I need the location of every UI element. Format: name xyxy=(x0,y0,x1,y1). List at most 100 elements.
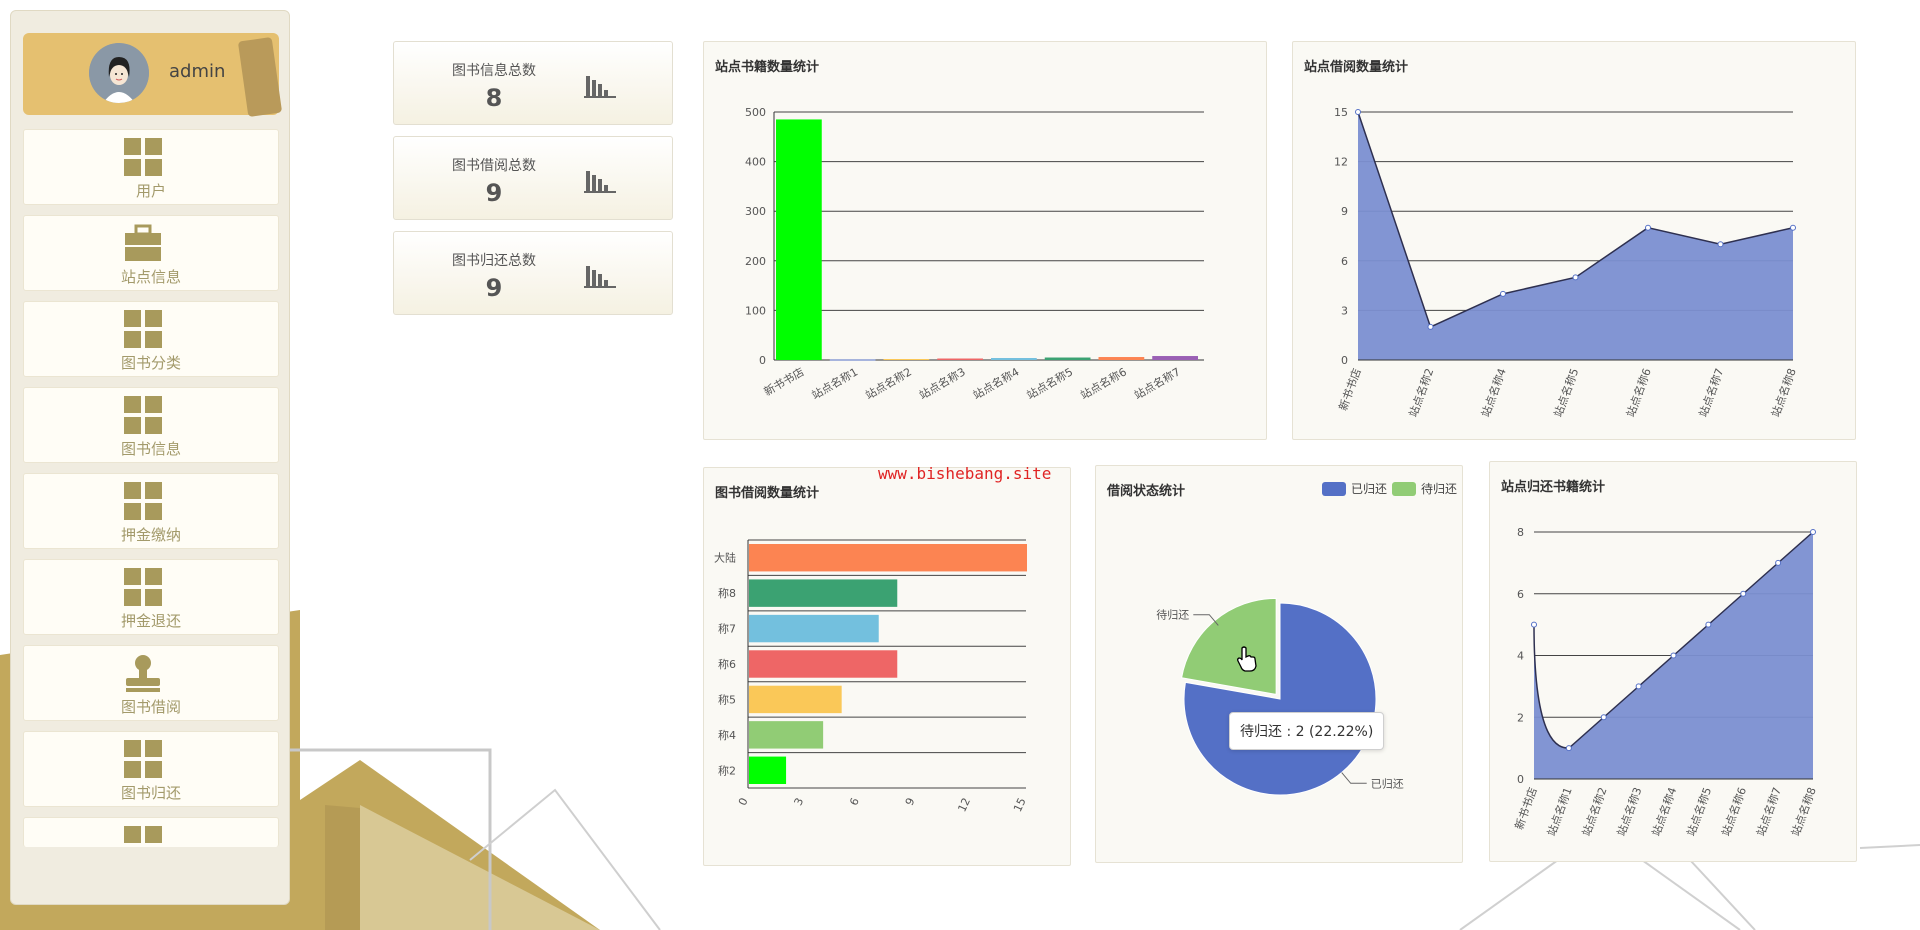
bar xyxy=(829,359,876,361)
x-tick-label: 站点名称2 xyxy=(1406,366,1437,419)
chart-site-borrow: 0 3 6 9 12 15 新书书店 站点名称2 站点名称4 站点名称5 站点名称6 站点名称7 站点名… xyxy=(1334,106,1799,419)
y-tick-label: 0 xyxy=(1341,354,1348,367)
data-point xyxy=(1427,323,1434,330)
stat-title: 图书归还总数 xyxy=(452,253,536,269)
stat-title: 图书信息总数 xyxy=(452,63,536,79)
y-tick-label: 大陆 xyxy=(714,551,736,565)
sidebar-item-deposit-refund[interactable]: 押金退还 xyxy=(23,559,279,635)
sidebar-item-book-return[interactable]: 图书归还 xyxy=(23,731,279,807)
chart-title: 图书借阅数量统计 xyxy=(715,486,820,501)
stat-card-borrow-total: 图书借阅总数 9 xyxy=(393,136,673,220)
y-tick-label: 称7 xyxy=(718,622,736,636)
bar xyxy=(1044,357,1091,360)
x-tick-label: 站点名称7 xyxy=(1131,364,1182,402)
stat-value: 9 xyxy=(485,274,503,302)
bar-chart-icon xyxy=(584,266,616,288)
bar-chart-icon xyxy=(584,76,616,98)
bar-chart-icon xyxy=(584,171,616,193)
chart-panel-site-books: 站点书籍数量统计 0 100 200 300 400 500 新书书店 站点名称1 站点名称2 站… xyxy=(703,41,1267,440)
bar xyxy=(749,685,842,714)
avatar xyxy=(89,43,149,103)
pie-label: 已归还 xyxy=(1371,776,1404,790)
data-point xyxy=(1705,621,1712,628)
bar xyxy=(1098,357,1145,360)
x-tick-label: 站点名称7 xyxy=(1696,366,1727,419)
bar xyxy=(749,721,824,749)
x-tick-label: 站点名称7 xyxy=(1753,785,1784,838)
stat-title: 图书借阅总数 xyxy=(452,158,536,174)
x-tick-label: 站点名称2 xyxy=(863,364,914,402)
sidebar: admin 用户 站点信息 图书分类 图书信息 xyxy=(10,10,290,905)
chart-title: 站点归还书籍统计 xyxy=(1501,480,1606,495)
grid-icon xyxy=(124,396,162,434)
area-fill xyxy=(1358,112,1793,360)
grid-icon xyxy=(124,740,162,778)
x-tick-label: 站点名称8 xyxy=(1788,785,1819,838)
pie-slice xyxy=(1181,597,1277,695)
sidebar-item-label: 押金退还 xyxy=(120,612,181,630)
x-tick-label: 12 xyxy=(955,796,973,814)
sidebar-item-label: 押金缴纳 xyxy=(120,526,181,544)
user-profile[interactable]: admin xyxy=(23,33,283,117)
y-tick-label: 300 xyxy=(745,205,766,218)
y-tick-label: 12 xyxy=(1334,156,1348,169)
sidebar-item-deposit-pay[interactable]: 押金缴纳 xyxy=(23,473,279,549)
sidebar-item-users[interactable]: 用户 xyxy=(23,129,279,205)
x-tick-label: 站点名称3 xyxy=(916,364,967,402)
pie-label: 待归还 xyxy=(1156,608,1189,622)
legend-item-pending[interactable]: 待归还 xyxy=(1392,480,1457,497)
sidebar-item-label: 图书借阅 xyxy=(120,698,181,716)
bar xyxy=(883,359,930,361)
legend-label: 已归还 xyxy=(1351,482,1388,496)
legend-item-returned[interactable]: 已归还 xyxy=(1322,480,1387,497)
bar xyxy=(749,614,879,643)
sidebar-item-label: 图书归还 xyxy=(120,784,181,802)
x-tick-label: 6 xyxy=(847,796,862,808)
chart-title: 站点书籍数量统计 xyxy=(715,60,820,75)
y-tick-label: 400 xyxy=(745,156,766,169)
hand-cursor-icon xyxy=(1237,646,1257,672)
chart-panel-borrow-status: 借阅状态统计 已归还 待归还 已归还 待归还 待归还 : 2 (22.22%) xyxy=(1095,465,1463,863)
sidebar-item-site-info[interactable]: 站点信息 xyxy=(23,215,279,291)
data-point xyxy=(1572,274,1579,281)
y-tick-label: 15 xyxy=(1334,106,1348,119)
legend-label: 待归还 xyxy=(1421,482,1458,496)
x-tick-label: 站点名称3 xyxy=(1614,785,1645,838)
bar xyxy=(776,119,822,360)
y-tick-label: 6 xyxy=(1517,588,1524,601)
data-point xyxy=(1645,224,1651,231)
sidebar-item-book-info[interactable]: 图书信息 xyxy=(23,387,279,463)
pie-label-line xyxy=(1193,614,1219,626)
bar xyxy=(749,650,898,678)
data-point xyxy=(1775,559,1782,566)
series-line xyxy=(1533,531,1814,749)
data-point xyxy=(1600,714,1607,721)
data-point xyxy=(1355,109,1361,115)
data-point xyxy=(1790,224,1796,231)
y-tick-label: 2 xyxy=(1517,711,1524,724)
sidebar-item-more[interactable] xyxy=(23,817,279,847)
sidebar-item-label: 图书分类 xyxy=(120,354,181,372)
x-tick-label: 站点名称1 xyxy=(1544,785,1575,838)
chart-panel-site-return: 站点归还书籍统计 0 2 4 6 8 新书书店 站点名称1 站点名称2 站点名称3 站点名称4 站点… xyxy=(1489,461,1857,862)
chart-borrow-status: 已归还 待归还 xyxy=(1156,597,1404,796)
y-tick-label: 8 xyxy=(1517,526,1524,539)
data-point xyxy=(1670,652,1677,659)
x-tick-label: 站点名称5 xyxy=(1551,366,1582,419)
x-tick-label: 站点名称8 xyxy=(1768,366,1799,419)
chart-site-books: 0 100 200 300 400 500 新书书店 站点名称1 站点名称2 站点名称3 站点名称4… xyxy=(745,106,1204,402)
sidebar-item-label: 图书信息 xyxy=(120,440,181,458)
bar xyxy=(749,756,787,784)
bar xyxy=(1152,356,1198,360)
stamp-icon xyxy=(124,654,162,692)
x-tick-label: 站点名称5 xyxy=(1024,364,1075,402)
stat-card-book-info-total: 图书信息总数 8 xyxy=(393,41,673,125)
sidebar-item-book-borrow[interactable]: 图书借阅 xyxy=(23,645,279,721)
x-tick-label: 0 xyxy=(736,796,751,808)
x-tick-label: 3 xyxy=(792,796,807,808)
sidebar-item-book-category[interactable]: 图书分类 xyxy=(23,301,279,377)
bar xyxy=(749,579,898,607)
y-tick-label: 3 xyxy=(1341,304,1348,317)
y-tick-label: 4 xyxy=(1517,650,1524,663)
